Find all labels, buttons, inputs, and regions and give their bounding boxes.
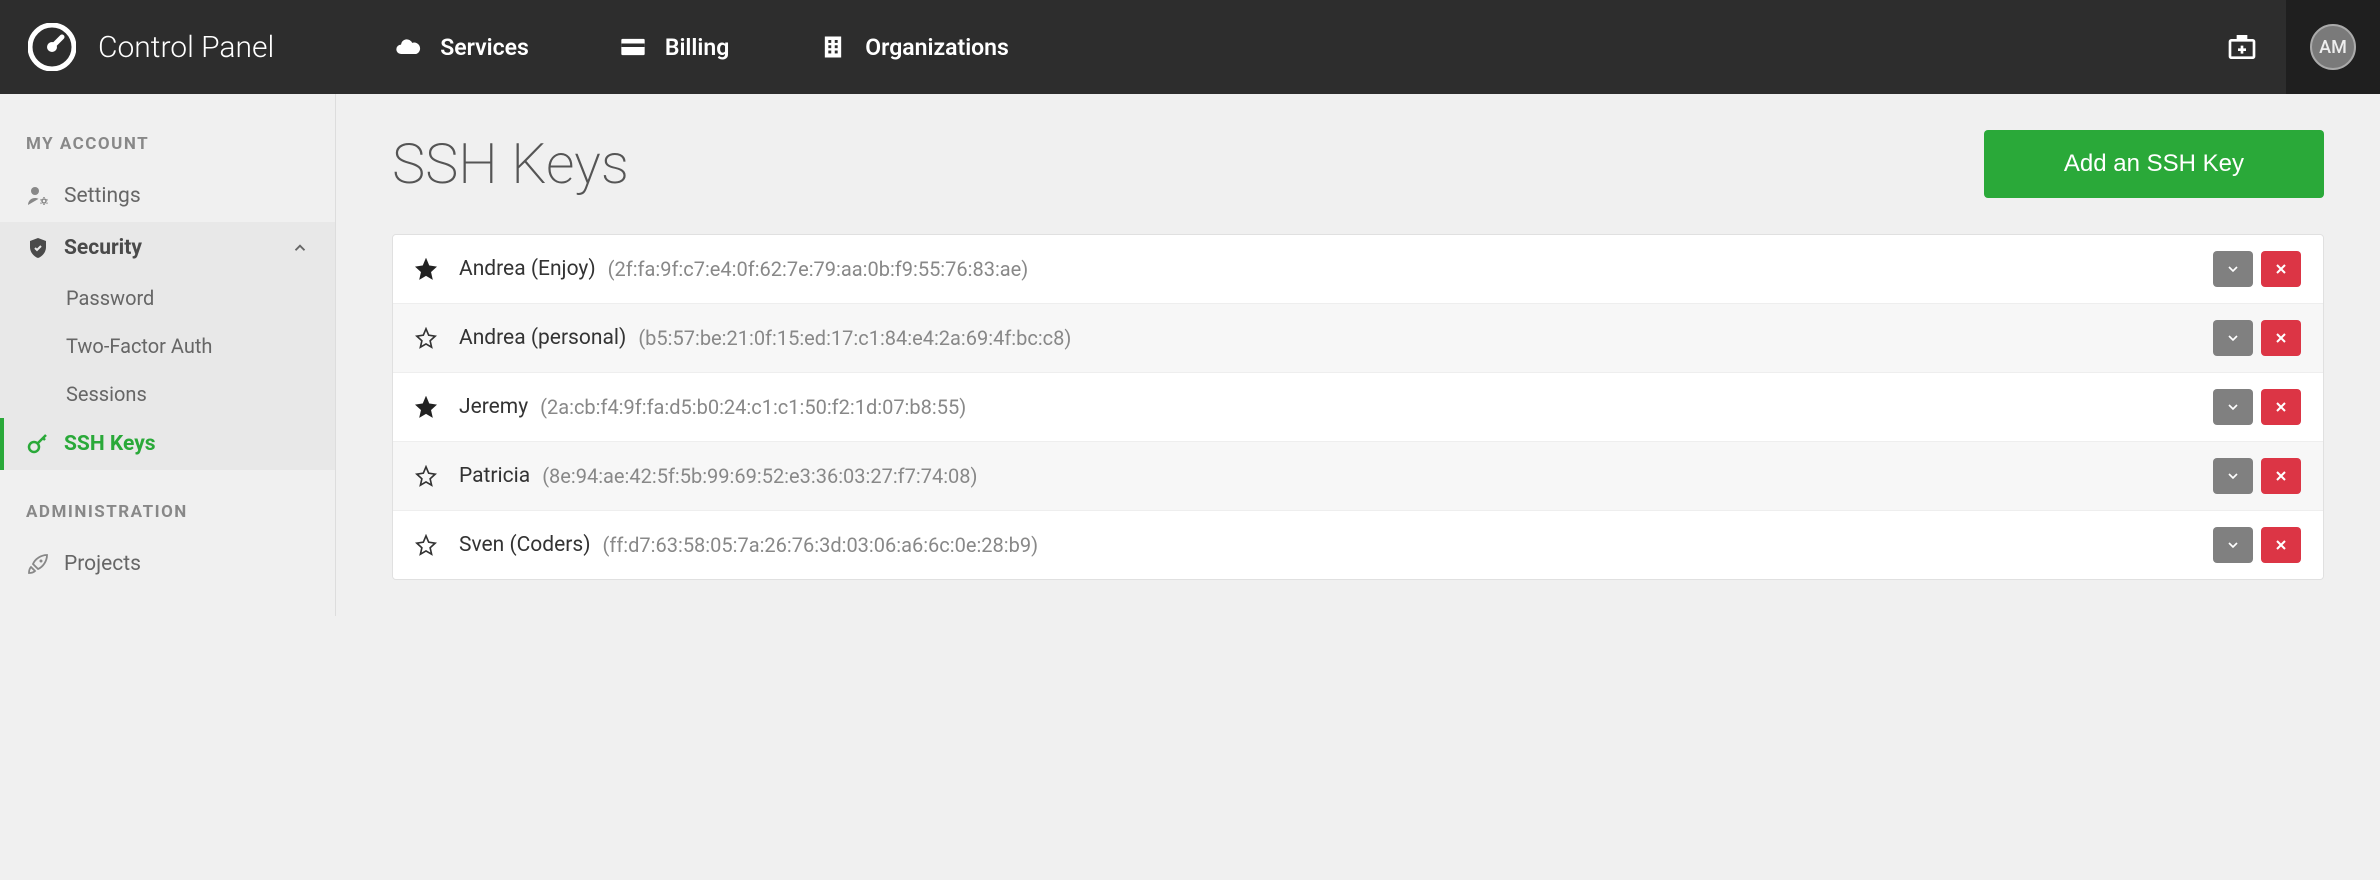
ssh-key-actions: [2213, 320, 2301, 356]
sidebar-subitem-sessions[interactable]: Sessions: [0, 370, 335, 418]
ssh-key-name: Patricia: [459, 464, 530, 488]
shield-icon: [26, 236, 50, 260]
star-icon[interactable]: [415, 258, 437, 280]
star-icon[interactable]: [415, 396, 437, 418]
chevron-up-icon: [291, 239, 309, 257]
chevron-down-icon: [2225, 261, 2241, 277]
delete-key-button[interactable]: [2261, 458, 2301, 494]
expand-key-button[interactable]: [2213, 458, 2253, 494]
close-icon: [2273, 468, 2289, 484]
star-icon[interactable]: [415, 465, 437, 487]
ssh-key-actions: [2213, 527, 2301, 563]
sidebar-subitem-password[interactable]: Password: [0, 274, 335, 322]
user-gear-icon: [26, 184, 50, 208]
ssh-key-name: Andrea (personal): [459, 326, 626, 350]
nav-label: Organizations: [865, 34, 1009, 61]
avatar-wrap: AM: [2286, 0, 2380, 94]
add-ssh-key-button[interactable]: Add an SSH Key: [1984, 130, 2324, 198]
ssh-key-fingerprint: (b5:57:be:21:0f:15:ed:17:c1:84:e4:2a:69:…: [638, 326, 1071, 350]
close-icon: [2273, 330, 2289, 346]
delete-key-button[interactable]: [2261, 527, 2301, 563]
ssh-key-fingerprint: (2f:fa:9f:c7:e4:0f:62:7e:79:aa:0b:f9:55:…: [608, 257, 1029, 281]
nav-label: Billing: [665, 34, 729, 61]
ssh-key-row: Patricia (8e:94:ae:42:5f:5b:99:69:52:e3:3…: [393, 442, 2323, 511]
ssh-key-fingerprint: (ff:d7:63:58:05:7a:26:76:3d:03:06:a6:6c:…: [603, 533, 1039, 557]
header-right: AM: [2226, 0, 2352, 94]
ssh-key-row: Andrea (Enjoy) (2f:fa:9f:c7:e4:0f:62:7e:7…: [393, 235, 2323, 304]
sidebar-item-projects[interactable]: Projects: [0, 538, 335, 590]
nav-organizations[interactable]: Organizations: [819, 33, 1009, 61]
close-icon: [2273, 261, 2289, 277]
expand-key-button[interactable]: [2213, 389, 2253, 425]
ssh-key-name: Sven (Coders): [459, 533, 591, 557]
ssh-key-actions: [2213, 458, 2301, 494]
top-nav: Services Billing Organizations: [394, 33, 1009, 61]
ssh-key-row: Jeremy (2a:cb:f4:9f:fa:d5:b0:24:c1:c1:50:…: [393, 373, 2323, 442]
close-icon: [2273, 537, 2289, 553]
key-icon: [26, 432, 50, 456]
page-header: SSH Keys Add an SSH Key: [392, 130, 2324, 198]
delete-key-button[interactable]: [2261, 251, 2301, 287]
main-content: SSH Keys Add an SSH Key Andrea (Enjoy) (2…: [336, 94, 2380, 616]
chevron-down-icon: [2225, 537, 2241, 553]
delete-key-button[interactable]: [2261, 320, 2301, 356]
card-icon: [619, 33, 647, 61]
chevron-down-icon: [2225, 330, 2241, 346]
ssh-key-fingerprint: (8e:94:ae:42:5f:5b:99:69:52:e3:36:03:27:…: [542, 464, 977, 488]
sidebar-item-sshkeys[interactable]: SSH Keys: [0, 418, 335, 470]
ssh-key-name: Jeremy: [459, 395, 528, 419]
sidebar-item-label: Settings: [64, 184, 141, 208]
rocket-icon: [26, 552, 50, 576]
gauge-icon: [28, 23, 76, 71]
nav-label: Services: [440, 34, 529, 61]
sidebar-subitem-twofactor[interactable]: Two-Factor Auth: [0, 322, 335, 370]
cloud-icon: [394, 33, 422, 61]
ssh-key-row: Andrea (personal) (b5:57:be:21:0f:15:ed:1…: [393, 304, 2323, 373]
sidebar-item-label: SSH Keys: [64, 432, 156, 456]
medical-kit-icon[interactable]: [2226, 31, 2258, 63]
building-icon: [819, 33, 847, 61]
expand-key-button[interactable]: [2213, 527, 2253, 563]
page-title: SSH Keys: [392, 131, 629, 197]
expand-key-button[interactable]: [2213, 251, 2253, 287]
brand-text: Control Panel: [98, 30, 274, 65]
chevron-down-icon: [2225, 468, 2241, 484]
brand[interactable]: Control Panel: [28, 23, 274, 71]
star-icon[interactable]: [415, 327, 437, 349]
ssh-key-fingerprint: (2a:cb:f4:9f:fa:d5:b0:24:c1:c1:50:f2:1d:…: [540, 395, 966, 419]
ssh-key-row: Sven (Coders) (ff:d7:63:58:05:7a:26:76:3d…: [393, 511, 2323, 579]
sidebar-heading-account: MY ACCOUNT: [0, 122, 335, 170]
top-header: Control Panel Services Billing Organizat…: [0, 0, 2380, 94]
delete-key-button[interactable]: [2261, 389, 2301, 425]
sidebar-item-security[interactable]: Security: [0, 222, 335, 274]
close-icon: [2273, 399, 2289, 415]
ssh-key-name: Andrea (Enjoy): [459, 257, 596, 281]
sidebar: MY ACCOUNT Settings Security Password Tw…: [0, 94, 336, 616]
ssh-key-actions: [2213, 389, 2301, 425]
expand-key-button[interactable]: [2213, 320, 2253, 356]
chevron-down-icon: [2225, 399, 2241, 415]
sidebar-item-label: Projects: [64, 552, 141, 576]
ssh-key-list: Andrea (Enjoy) (2f:fa:9f:c7:e4:0f:62:7e:7…: [392, 234, 2324, 580]
sidebar-item-settings[interactable]: Settings: [0, 170, 335, 222]
sidebar-item-label: Security: [64, 236, 142, 260]
nav-services[interactable]: Services: [394, 33, 529, 61]
user-avatar[interactable]: AM: [2310, 24, 2356, 70]
nav-billing[interactable]: Billing: [619, 33, 729, 61]
sidebar-heading-admin: ADMINISTRATION: [0, 490, 335, 538]
star-icon[interactable]: [415, 534, 437, 556]
ssh-key-actions: [2213, 251, 2301, 287]
